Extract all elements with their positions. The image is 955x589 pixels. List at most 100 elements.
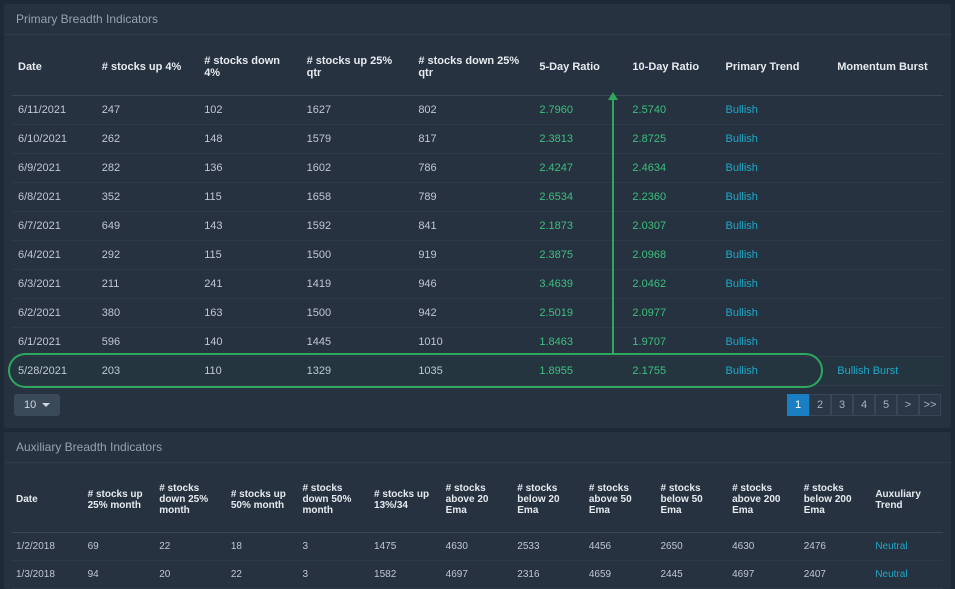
table-cell: 1445	[301, 328, 413, 357]
page-last-button[interactable]: >>	[919, 394, 941, 416]
aux-col-header[interactable]: # stocks up 50% month	[227, 469, 299, 533]
page-button[interactable]: 1	[787, 394, 809, 416]
table-cell[interactable]: Bullish Burst	[831, 357, 943, 386]
table-cell: 20	[155, 561, 227, 589]
table-cell[interactable]: Bullish	[720, 270, 832, 299]
primary-col-header[interactable]: Primary Trend	[720, 41, 832, 96]
table-cell[interactable]: Bullish	[720, 241, 832, 270]
aux-col-header[interactable]: # stocks below 20 Ema	[513, 469, 585, 533]
primary-col-header[interactable]: # stocks down 25% qtr	[412, 41, 533, 96]
table-cell[interactable]: Bullish	[720, 183, 832, 212]
primary-table: Date# stocks up 4%# stocks down 4%# stoc…	[12, 41, 943, 386]
table-cell: 115	[198, 241, 300, 270]
table-cell[interactable]: Bullish	[720, 125, 832, 154]
aux-col-header[interactable]: Date	[12, 469, 84, 533]
table-cell: 4659	[585, 561, 657, 589]
table-cell: 1/3/2018	[12, 561, 84, 589]
table-row: 6/9/202128213616027862.42472.4634Bullish	[12, 154, 943, 183]
table-cell: 140	[198, 328, 300, 357]
table-cell: 1329	[301, 357, 413, 386]
table-cell: 6/3/2021	[12, 270, 96, 299]
table-cell: 2.3875	[533, 241, 626, 270]
table-cell[interactable]: Neutral	[871, 533, 943, 561]
table-cell: 6/10/2021	[12, 125, 96, 154]
table-cell: 115	[198, 183, 300, 212]
primary-col-header[interactable]: 5-Day Ratio	[533, 41, 626, 96]
aux-col-header[interactable]: # stocks below 50 Ema	[656, 469, 728, 533]
table-cell: 6/2/2021	[12, 299, 96, 328]
table-cell	[831, 270, 943, 299]
aux-col-header[interactable]: # stocks up 25% month	[84, 469, 156, 533]
table-cell: 942	[412, 299, 533, 328]
primary-col-header[interactable]: Momentum Burst	[831, 41, 943, 96]
aux-col-header[interactable]: # stocks below 200 Ema	[800, 469, 872, 533]
table-row: 6/7/202164914315928412.18732.0307Bullish	[12, 212, 943, 241]
table-cell: 2.0968	[626, 241, 719, 270]
table-cell: 102	[198, 96, 300, 125]
aux-col-header[interactable]: # stocks above 20 Ema	[442, 469, 514, 533]
table-cell[interactable]: Bullish	[720, 96, 832, 125]
primary-col-header[interactable]: Date	[12, 41, 96, 96]
table-cell: 2.7960	[533, 96, 626, 125]
table-cell: 2.2360	[626, 183, 719, 212]
page-button[interactable]: 4	[853, 394, 875, 416]
page-button[interactable]: 3	[831, 394, 853, 416]
table-cell: 2.1873	[533, 212, 626, 241]
table-cell[interactable]: Bullish	[720, 357, 832, 386]
aux-col-header[interactable]: # stocks above 200 Ema	[728, 469, 800, 533]
page-button[interactable]: 5	[875, 394, 897, 416]
aux-col-header[interactable]: # stocks up 13%/34	[370, 469, 442, 533]
table-cell: 6/11/2021	[12, 96, 96, 125]
table-cell[interactable]: Neutral	[871, 561, 943, 589]
table-row: 5/28/2021203110132910351.89552.1755Bulli…	[12, 357, 943, 386]
table-cell: 1627	[301, 96, 413, 125]
table-row: 6/11/202124710216278022.79602.5740Bullis…	[12, 96, 943, 125]
table-cell: 2.0977	[626, 299, 719, 328]
table-cell: 649	[96, 212, 198, 241]
table-cell[interactable]: Bullish	[720, 154, 832, 183]
table-cell: 1658	[301, 183, 413, 212]
aux-col-header[interactable]: # stocks down 50% month	[298, 469, 370, 533]
aux-col-header[interactable]: # stocks above 50 Ema	[585, 469, 657, 533]
table-cell: 1.8463	[533, 328, 626, 357]
table-cell: 4456	[585, 533, 657, 561]
table-cell: 2316	[513, 561, 585, 589]
table-row: 1/3/201894202231582469723164659244546972…	[12, 561, 943, 589]
primary-panel-title: Primary Breadth Indicators	[4, 4, 951, 35]
page-next-button[interactable]: >	[897, 394, 919, 416]
primary-col-header[interactable]: # stocks up 4%	[96, 41, 198, 96]
table-cell: 262	[96, 125, 198, 154]
primary-table-wrap: Date# stocks up 4%# stocks down 4%# stoc…	[4, 35, 951, 386]
table-cell: 1475	[370, 533, 442, 561]
aux-col-header[interactable]: Auxuliary Trend	[871, 469, 943, 533]
table-cell	[831, 183, 943, 212]
table-cell: 6/4/2021	[12, 241, 96, 270]
primary-col-header[interactable]: 10-Day Ratio	[626, 41, 719, 96]
primary-col-header[interactable]: # stocks up 25% qtr	[301, 41, 413, 96]
table-cell: 5/28/2021	[12, 357, 96, 386]
table-cell: 3	[298, 533, 370, 561]
table-cell: 946	[412, 270, 533, 299]
table-cell: 3.4639	[533, 270, 626, 299]
table-cell: 1419	[301, 270, 413, 299]
table-cell: 163	[198, 299, 300, 328]
table-cell: 2.6534	[533, 183, 626, 212]
table-cell[interactable]: Bullish	[720, 299, 832, 328]
table-cell[interactable]: Bullish	[720, 212, 832, 241]
page-button[interactable]: 2	[809, 394, 831, 416]
table-cell: 841	[412, 212, 533, 241]
table-cell: 69	[84, 533, 156, 561]
page-size-selector[interactable]: 10	[14, 394, 60, 416]
table-cell: 2.8725	[626, 125, 719, 154]
page-size-value: 10	[24, 399, 36, 411]
table-row: 1/2/201869221831475463025334456265046302…	[12, 533, 943, 561]
table-cell: 2445	[656, 561, 728, 589]
aux-col-header[interactable]: # stocks down 25% month	[155, 469, 227, 533]
table-cell[interactable]: Bullish	[720, 328, 832, 357]
table-cell: 3	[298, 561, 370, 589]
primary-col-header[interactable]: # stocks down 4%	[198, 41, 300, 96]
table-cell: 143	[198, 212, 300, 241]
table-cell: 789	[412, 183, 533, 212]
table-cell: 4697	[728, 561, 800, 589]
primary-breadth-panel: Primary Breadth Indicators Date# stocks …	[4, 4, 951, 428]
